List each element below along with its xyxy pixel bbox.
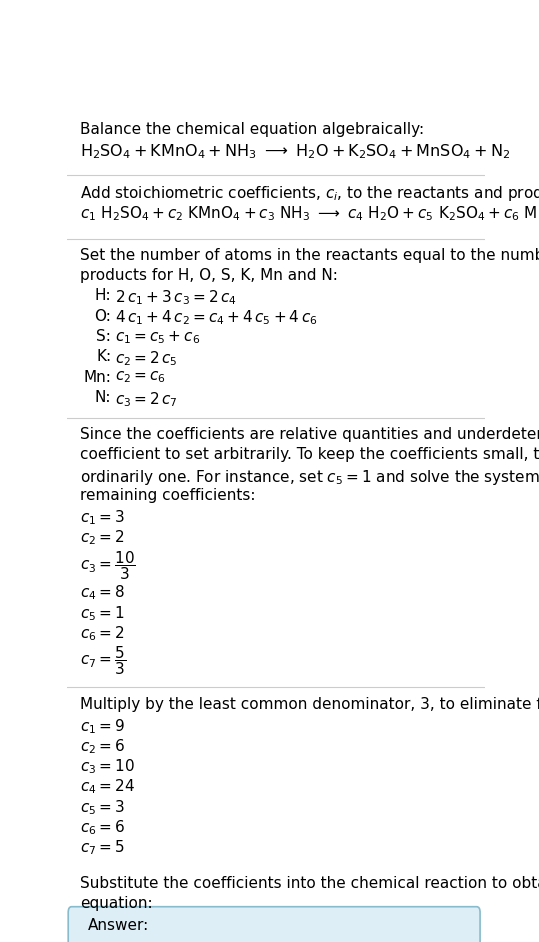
Text: Since the coefficients are relative quantities and underdetermined, choose a: Since the coefficients are relative quan… [80, 427, 539, 442]
Text: $c_4 = 24$: $c_4 = 24$ [80, 778, 135, 796]
Text: $c_2 = 6$: $c_2 = 6$ [80, 738, 125, 755]
Text: Balance the chemical equation algebraically:: Balance the chemical equation algebraica… [80, 122, 424, 137]
Text: $c_6 = 2$: $c_6 = 2$ [80, 625, 125, 643]
Text: O:: O: [94, 309, 111, 324]
Text: $c_2 = 2\,c_5$: $c_2 = 2\,c_5$ [115, 349, 178, 368]
Text: Substitute the coefficients into the chemical reaction to obtain the balanced: Substitute the coefficients into the che… [80, 876, 539, 891]
Text: Add stoichiometric coefficients, $c_i$, to the reactants and products:: Add stoichiometric coefficients, $c_i$, … [80, 184, 539, 203]
Text: $4\,c_1 + 4\,c_2 = c_4 + 4\,c_5 + 4\,c_6$: $4\,c_1 + 4\,c_2 = c_4 + 4\,c_5 + 4\,c_6… [115, 309, 318, 327]
Text: N:: N: [95, 390, 111, 405]
Text: $c_6 = 6$: $c_6 = 6$ [80, 819, 125, 837]
Text: $c_7 = \dfrac{5}{3}$: $c_7 = \dfrac{5}{3}$ [80, 644, 126, 677]
Text: Mn:: Mn: [84, 369, 111, 384]
Text: $c_1\ \mathrm{H_2SO_4} + c_2\ \mathrm{KMnO_4} + c_3\ \mathrm{NH_3}$$\ \longright: $c_1\ \mathrm{H_2SO_4} + c_2\ \mathrm{KM… [80, 204, 539, 223]
Text: $c_3 = 2\,c_7$: $c_3 = 2\,c_7$ [115, 390, 178, 409]
Text: products for H, O, S, K, Mn and N:: products for H, O, S, K, Mn and N: [80, 268, 338, 283]
Text: $c_5 = 1$: $c_5 = 1$ [80, 604, 125, 623]
Text: Multiply by the least common denominator, 3, to eliminate fractional coefficient: Multiply by the least common denominator… [80, 696, 539, 711]
Text: $\mathrm{H_2SO_4 + KMnO_4 + NH_3}$$\ \longrightarrow \ $$\mathrm{H_2O + K_2SO_4 : $\mathrm{H_2SO_4 + KMnO_4 + NH_3}$$\ \lo… [80, 142, 510, 161]
Text: H:: H: [95, 288, 111, 303]
Text: $c_5 = 3$: $c_5 = 3$ [80, 798, 125, 817]
Text: equation:: equation: [80, 896, 153, 911]
Text: $c_4 = 8$: $c_4 = 8$ [80, 584, 125, 603]
Text: $c_1 = 3$: $c_1 = 3$ [80, 509, 125, 528]
Text: $c_2 = 2$: $c_2 = 2$ [80, 528, 125, 547]
Text: remaining coefficients:: remaining coefficients: [80, 488, 255, 503]
Text: Set the number of atoms in the reactants equal to the number of atoms in the: Set the number of atoms in the reactants… [80, 248, 539, 263]
Text: coefficient to set arbitrarily. To keep the coefficients small, the arbitrary va: coefficient to set arbitrarily. To keep … [80, 447, 539, 463]
Text: S:: S: [96, 329, 111, 344]
FancyBboxPatch shape [68, 907, 480, 942]
Text: $c_7 = 5$: $c_7 = 5$ [80, 838, 125, 857]
Text: ordinarily one. For instance, set $c_5 = 1$ and solve the system of equations fo: ordinarily one. For instance, set $c_5 =… [80, 468, 539, 487]
Text: $c_3 = 10$: $c_3 = 10$ [80, 757, 135, 776]
Text: $c_2 = c_6$: $c_2 = c_6$ [115, 369, 166, 385]
Text: $2\,c_1 + 3\,c_3 = 2\,c_4$: $2\,c_1 + 3\,c_3 = 2\,c_4$ [115, 288, 237, 307]
Text: $c_1 = 9$: $c_1 = 9$ [80, 717, 125, 736]
Text: $c_1 = c_5 + c_6$: $c_1 = c_5 + c_6$ [115, 329, 201, 346]
Text: K:: K: [96, 349, 111, 365]
Text: Answer:: Answer: [88, 918, 149, 934]
Text: $c_3 = \dfrac{10}{3}$: $c_3 = \dfrac{10}{3}$ [80, 549, 136, 582]
